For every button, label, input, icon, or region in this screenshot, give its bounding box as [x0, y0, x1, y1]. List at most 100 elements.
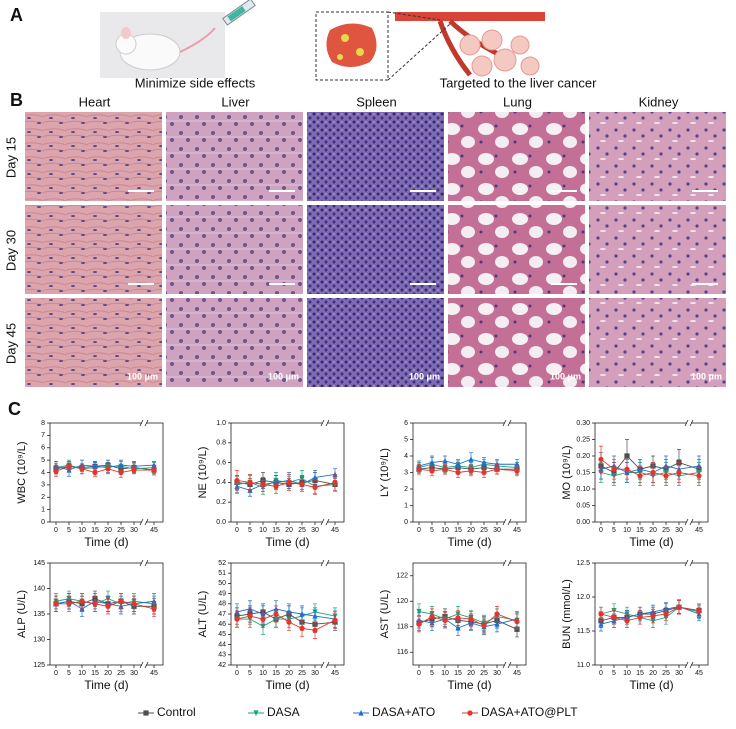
x-tick-label: 0: [417, 527, 421, 534]
marker: [494, 466, 500, 472]
x-tick-label: 25: [480, 670, 488, 677]
x-tick-label: 45: [513, 527, 521, 534]
marker: [131, 467, 137, 473]
row-header: Day 30: [3, 230, 18, 271]
y-tick-label: 0.15: [576, 469, 590, 476]
marker: [429, 459, 435, 466]
y-tick-label: 0.00: [576, 519, 590, 526]
x-tick-label: 25: [480, 527, 488, 534]
x-tick-label: 15: [636, 670, 644, 677]
column-header: Spleen: [356, 94, 396, 109]
axis-break-gap: [687, 662, 691, 668]
x-tick-label: 10: [441, 527, 449, 534]
marker: [696, 473, 702, 479]
zoom-box: [315, 11, 389, 81]
y-tick-label: 0.30: [576, 420, 590, 427]
y-axis-label: AST (U/L): [379, 590, 391, 639]
marker: [455, 469, 461, 476]
x-tick-label: 10: [623, 670, 631, 677]
marker: [92, 469, 98, 476]
marker: [234, 477, 240, 484]
scale-bar-label: 100 μm: [268, 371, 299, 381]
legend-marker: [253, 710, 259, 717]
x-tick-label: 5: [67, 527, 71, 534]
marker: [92, 463, 98, 469]
marker: [273, 611, 279, 617]
x-tick-label: 10: [441, 670, 449, 677]
x-tick-label: 25: [662, 527, 670, 534]
axis-break-gap: [687, 560, 691, 566]
x-axis-label: Time (d): [629, 678, 673, 692]
marker: [260, 481, 266, 487]
y-axis-label: ALT (U/L): [197, 591, 209, 638]
marker: [514, 619, 520, 625]
marker: [286, 608, 292, 615]
x-tick-label: 0: [599, 527, 603, 534]
x-tick-label: 45: [695, 670, 703, 677]
marker: [247, 479, 253, 485]
y-tick-label: 4: [404, 453, 408, 460]
series-line: [55, 598, 155, 605]
series-line: [55, 464, 155, 471]
marker: [429, 468, 435, 474]
x-tick-label: 0: [235, 527, 239, 534]
y-tick-label: 0: [41, 519, 45, 526]
x-axis-label: Time (d): [84, 678, 128, 692]
x-tick-label: 25: [117, 670, 125, 677]
histology-image: [166, 298, 303, 387]
histology-image: [448, 298, 585, 387]
histology-image: [307, 112, 444, 201]
y-tick-label: 130: [33, 636, 45, 643]
axis-break: [684, 419, 694, 427]
marker: [299, 625, 305, 631]
marker: [66, 601, 72, 607]
axis-break-gap: [687, 420, 691, 426]
y-tick-label: 145: [33, 560, 45, 567]
scale-bar-label: 100 μm: [127, 371, 158, 381]
marker: [494, 621, 500, 627]
scale-bar-label: 100 μm: [550, 371, 581, 381]
x-tick-label: 30: [130, 527, 138, 534]
marker: [429, 613, 435, 620]
axis-break: [320, 559, 330, 567]
x-tick-label: 15: [91, 527, 99, 534]
histology-image: [307, 205, 444, 294]
x-tick-label: 25: [662, 670, 670, 677]
x-axis-label: Time (d): [265, 535, 309, 549]
x-tick-label: 45: [150, 527, 158, 534]
x-tick-label: 20: [104, 527, 112, 534]
marker: [637, 614, 643, 621]
column-header: Heart: [79, 94, 111, 109]
plot-frame: [412, 562, 527, 666]
caption: Targeted to the liver cancer: [440, 75, 597, 90]
series-line: [600, 465, 700, 473]
x-tick-label: 5: [248, 527, 252, 534]
marker: [312, 484, 318, 490]
x-tick-label: 45: [331, 527, 339, 534]
x-tick-label: 15: [91, 670, 99, 677]
y-tick-label: 135: [33, 611, 45, 618]
line-chart: 116 118 120 122 0 5 10 15 20 25 30 45 Time (d) AST (U…: [379, 559, 527, 692]
row-header: Day 45: [3, 323, 18, 364]
particle: [337, 54, 343, 60]
x-tick-label: 0: [417, 670, 421, 677]
x-axis-label: Time (d): [265, 678, 309, 692]
x-tick-label: 20: [649, 670, 657, 677]
marker: [624, 453, 630, 459]
x-tick-label: 30: [493, 527, 501, 534]
marker: [455, 461, 461, 467]
line-chart: 0.0 0.2 0.4 0.6 0.8 1.0 0 5 10 15 20 25 30 45 Time (d)…: [197, 419, 345, 549]
y-tick-label: 125: [33, 662, 45, 669]
axis-break: [684, 661, 694, 669]
syringe-fluid: [227, 6, 246, 22]
marker: [247, 613, 253, 619]
histology-image: [25, 112, 162, 201]
row-header: Day 15: [3, 137, 18, 178]
marker: [118, 461, 124, 468]
x-tick-label: 5: [248, 670, 252, 677]
marker: [637, 473, 643, 479]
axis-break: [320, 419, 330, 427]
marker: [455, 615, 461, 621]
x-tick-label: 20: [649, 527, 657, 534]
